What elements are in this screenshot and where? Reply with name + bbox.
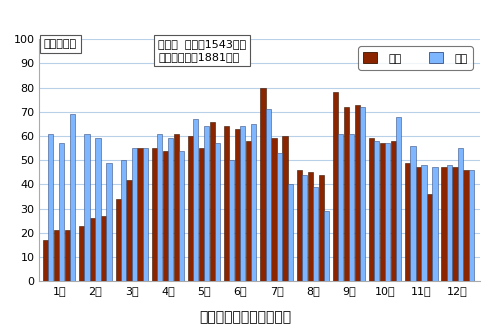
Bar <box>360 107 365 281</box>
Bar <box>458 148 463 281</box>
Bar <box>121 160 126 281</box>
Bar <box>152 148 157 281</box>
Bar <box>43 240 48 281</box>
Bar <box>246 141 251 281</box>
Bar <box>90 218 96 281</box>
Bar <box>173 134 179 281</box>
Bar <box>380 143 385 281</box>
Bar <box>116 199 121 281</box>
Bar <box>138 148 143 281</box>
Bar <box>441 167 446 281</box>
Bar <box>324 211 329 281</box>
Bar <box>193 119 198 281</box>
Bar <box>235 129 240 281</box>
Bar <box>163 150 168 281</box>
Bar <box>344 107 349 281</box>
Bar <box>338 134 343 281</box>
Bar <box>296 170 302 281</box>
Text: 年合計  新潟：1543時間
　　　東京：1881時間: 年合計 新潟：1543時間 東京：1881時間 <box>158 39 246 62</box>
Bar <box>215 143 221 281</box>
Bar <box>70 114 75 281</box>
Bar <box>355 105 360 281</box>
Bar <box>464 170 468 281</box>
Bar <box>48 134 53 281</box>
Bar <box>446 165 452 281</box>
Legend: 新潟, 東京: 新潟, 東京 <box>358 46 473 70</box>
Bar <box>101 216 106 281</box>
Bar <box>396 117 401 281</box>
Bar <box>318 175 324 281</box>
Bar <box>282 136 288 281</box>
Bar <box>188 136 193 281</box>
Bar <box>374 141 379 281</box>
Bar <box>452 167 458 281</box>
Bar <box>276 153 282 281</box>
Bar <box>369 138 374 281</box>
Bar <box>65 231 70 281</box>
Bar <box>405 163 410 281</box>
Bar <box>168 138 173 281</box>
Text: 旬日照時間: 旬日照時間 <box>44 39 77 49</box>
Bar <box>313 187 318 281</box>
Bar <box>333 93 338 281</box>
Bar <box>84 134 90 281</box>
Bar <box>204 126 209 281</box>
Bar <box>288 184 293 281</box>
Bar <box>308 172 313 281</box>
Bar <box>302 175 307 281</box>
Bar <box>210 122 215 281</box>
Bar <box>385 143 391 281</box>
Bar <box>432 167 438 281</box>
Bar <box>143 148 148 281</box>
Bar <box>391 141 396 281</box>
Bar <box>199 148 204 281</box>
Bar <box>106 163 112 281</box>
Bar <box>266 110 270 281</box>
Bar <box>229 160 235 281</box>
Bar <box>421 165 426 281</box>
Bar <box>251 124 256 281</box>
Bar <box>59 143 64 281</box>
Bar <box>349 134 354 281</box>
Bar <box>79 226 84 281</box>
Bar <box>132 148 137 281</box>
Bar <box>271 138 276 281</box>
Bar <box>427 194 432 281</box>
Bar <box>260 88 266 281</box>
Bar <box>224 126 229 281</box>
Bar <box>240 126 245 281</box>
Bar <box>416 167 421 281</box>
Bar <box>179 150 184 281</box>
Bar <box>96 138 100 281</box>
Bar <box>54 231 59 281</box>
Bar <box>468 170 474 281</box>
Bar <box>410 146 416 281</box>
Bar <box>157 134 162 281</box>
Bar <box>126 180 132 281</box>
Text: 新潟と東京の旬日照時間: 新潟と東京の旬日照時間 <box>199 310 291 324</box>
